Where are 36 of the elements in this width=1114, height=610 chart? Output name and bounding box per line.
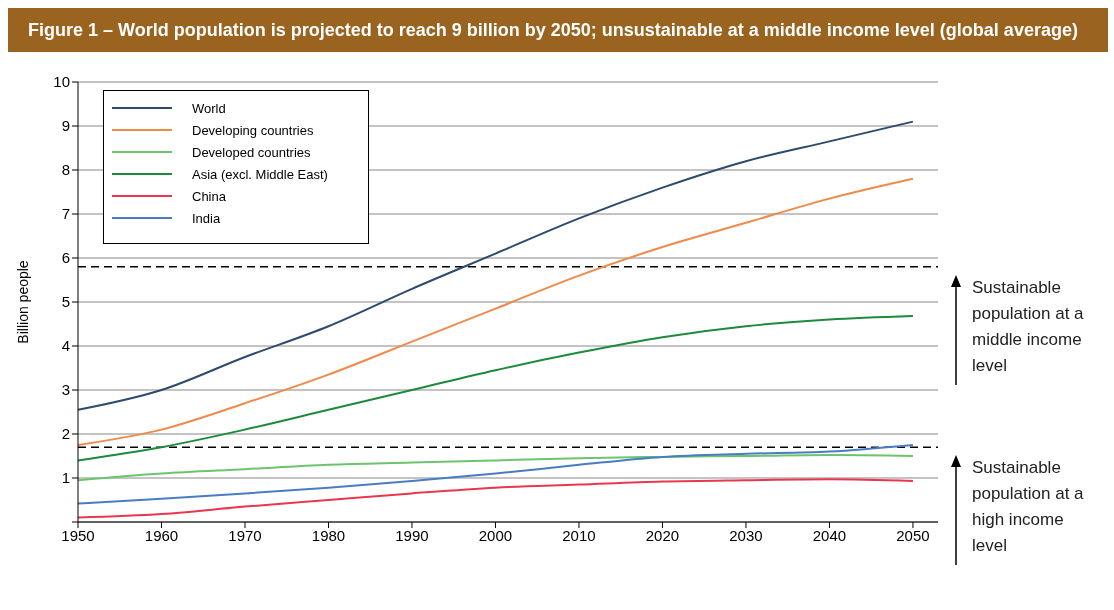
- text: Sustainable population at a high income level: [972, 457, 1085, 558]
- x-tick-label: 2010: [562, 526, 596, 544]
- y-tick-label: 7: [61, 205, 70, 223]
- x-tick-label: 1950: [61, 526, 95, 544]
- legend-label: China: [192, 188, 226, 204]
- line-series: [78, 315, 914, 462]
- y-tick-label: 8: [61, 161, 70, 179]
- line-series: [78, 454, 914, 482]
- y-tick-label: 10: [53, 73, 70, 91]
- x-tick-label: 2030: [729, 526, 763, 544]
- x-tick-label: 1970: [228, 526, 262, 544]
- y-axis-title: Billion people: [14, 260, 31, 344]
- y-tick-label: 5: [61, 293, 70, 311]
- y-tick-label: 3: [61, 381, 70, 399]
- line-series: [78, 444, 914, 505]
- legend-label: World: [192, 100, 226, 116]
- y-tick-label: 1: [61, 469, 70, 487]
- legend-label: Developed countries: [192, 144, 311, 160]
- y-tick-label: 9: [61, 117, 70, 135]
- legend-label: Asia (excl. Middle East): [192, 166, 328, 182]
- legend-label: India: [192, 210, 221, 226]
- x-tick-label: 2050: [896, 526, 930, 544]
- x-tick-label: 2040: [812, 526, 847, 544]
- x-tick-label: 1980: [311, 526, 346, 544]
- x-tick-label: 2020: [645, 526, 680, 544]
- text: Sustainable population at a middle income level: [972, 276, 1085, 377]
- chart-title: Figure 1 – World population is projected to reach 9 billion by 2050; unsustainable at a middle income level (global average): [8, 8, 1108, 52]
- line-series: [78, 478, 914, 519]
- legend-label: Developing countries: [192, 122, 314, 138]
- y-tick-label: 2: [61, 425, 70, 443]
- x-tick-label: 1960: [144, 526, 179, 544]
- x-tick-label: 2000: [478, 526, 513, 544]
- y-tick-label: 6: [61, 249, 70, 267]
- line-series: [78, 120, 914, 411]
- x-tick-label: 1990: [395, 526, 429, 544]
- y-tick-label: 4: [61, 337, 70, 355]
